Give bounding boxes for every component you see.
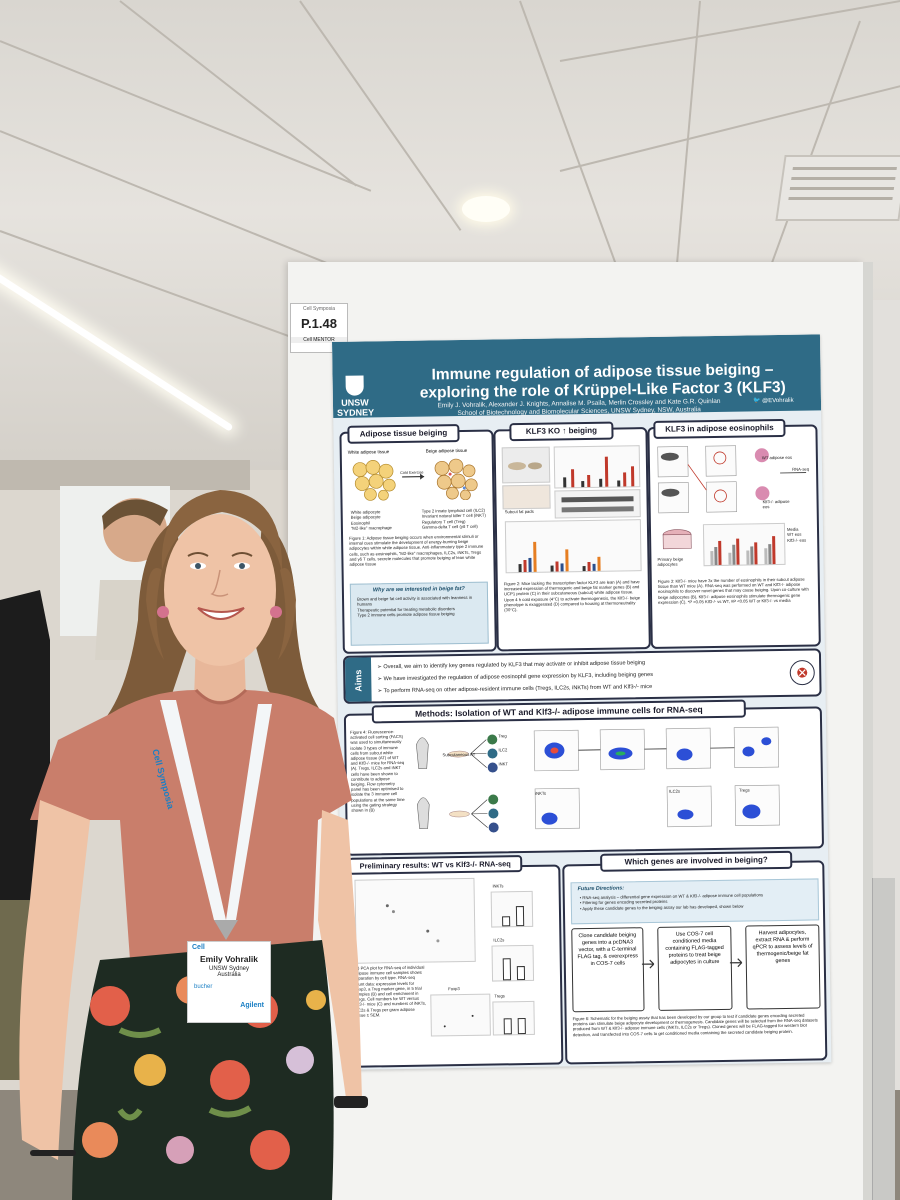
badge-name: Emily Vohralik xyxy=(200,954,258,964)
badge-sponsor: Agilent xyxy=(240,1002,264,1009)
flow-cytometry-gating xyxy=(657,445,807,514)
panel-klf3-eosinophils: WT adipose eos Klf3-/- adipose eos RNA-s… xyxy=(647,424,821,650)
badge-header: Cell xyxy=(192,944,205,951)
badge-org: UNSW Sydney xyxy=(208,966,249,972)
facs-plots xyxy=(533,726,780,830)
adipocyte-diagram xyxy=(352,458,478,501)
scientific-poster: UNSW SYDNEY Immune regulation of adipose… xyxy=(332,334,832,1070)
wall-ledge xyxy=(0,460,250,490)
poster-number: P.1.48 xyxy=(301,316,337,331)
arrow-icon xyxy=(729,958,743,968)
poster-tag-sponsor: Cell MENTOR xyxy=(291,337,347,343)
coculture-well-diagram xyxy=(662,529,692,550)
icons-cluster xyxy=(789,660,815,686)
panel-adipose-beiging: White adipose tissue Beige adipose tissu… xyxy=(339,429,497,654)
poster-board-edge xyxy=(863,262,873,1200)
aims-panel: Aims ➢ Overall, we aim to identify key g… xyxy=(342,648,822,704)
badge-country: Australia xyxy=(217,972,241,978)
cell-sorting-diagram xyxy=(416,734,499,833)
genes-panel: Future Directions: • RNA-seq analysis – … xyxy=(562,860,828,1065)
ceiling-downlight xyxy=(462,196,510,222)
methods-panel: Figure 4: Fluorescence-activated cell so… xyxy=(343,706,825,856)
badge-sponsor: bucher xyxy=(194,984,213,990)
panel-klf3-ko: Subcut fat pads Figure 2: Mice lacking t… xyxy=(493,427,651,652)
arrow-icon xyxy=(641,959,655,969)
mouse-photo xyxy=(501,446,551,484)
poster-board-stand xyxy=(872,878,895,1200)
name-badge: Cell Emily Vohralik UNSW Sydney Australi… xyxy=(187,941,271,1023)
